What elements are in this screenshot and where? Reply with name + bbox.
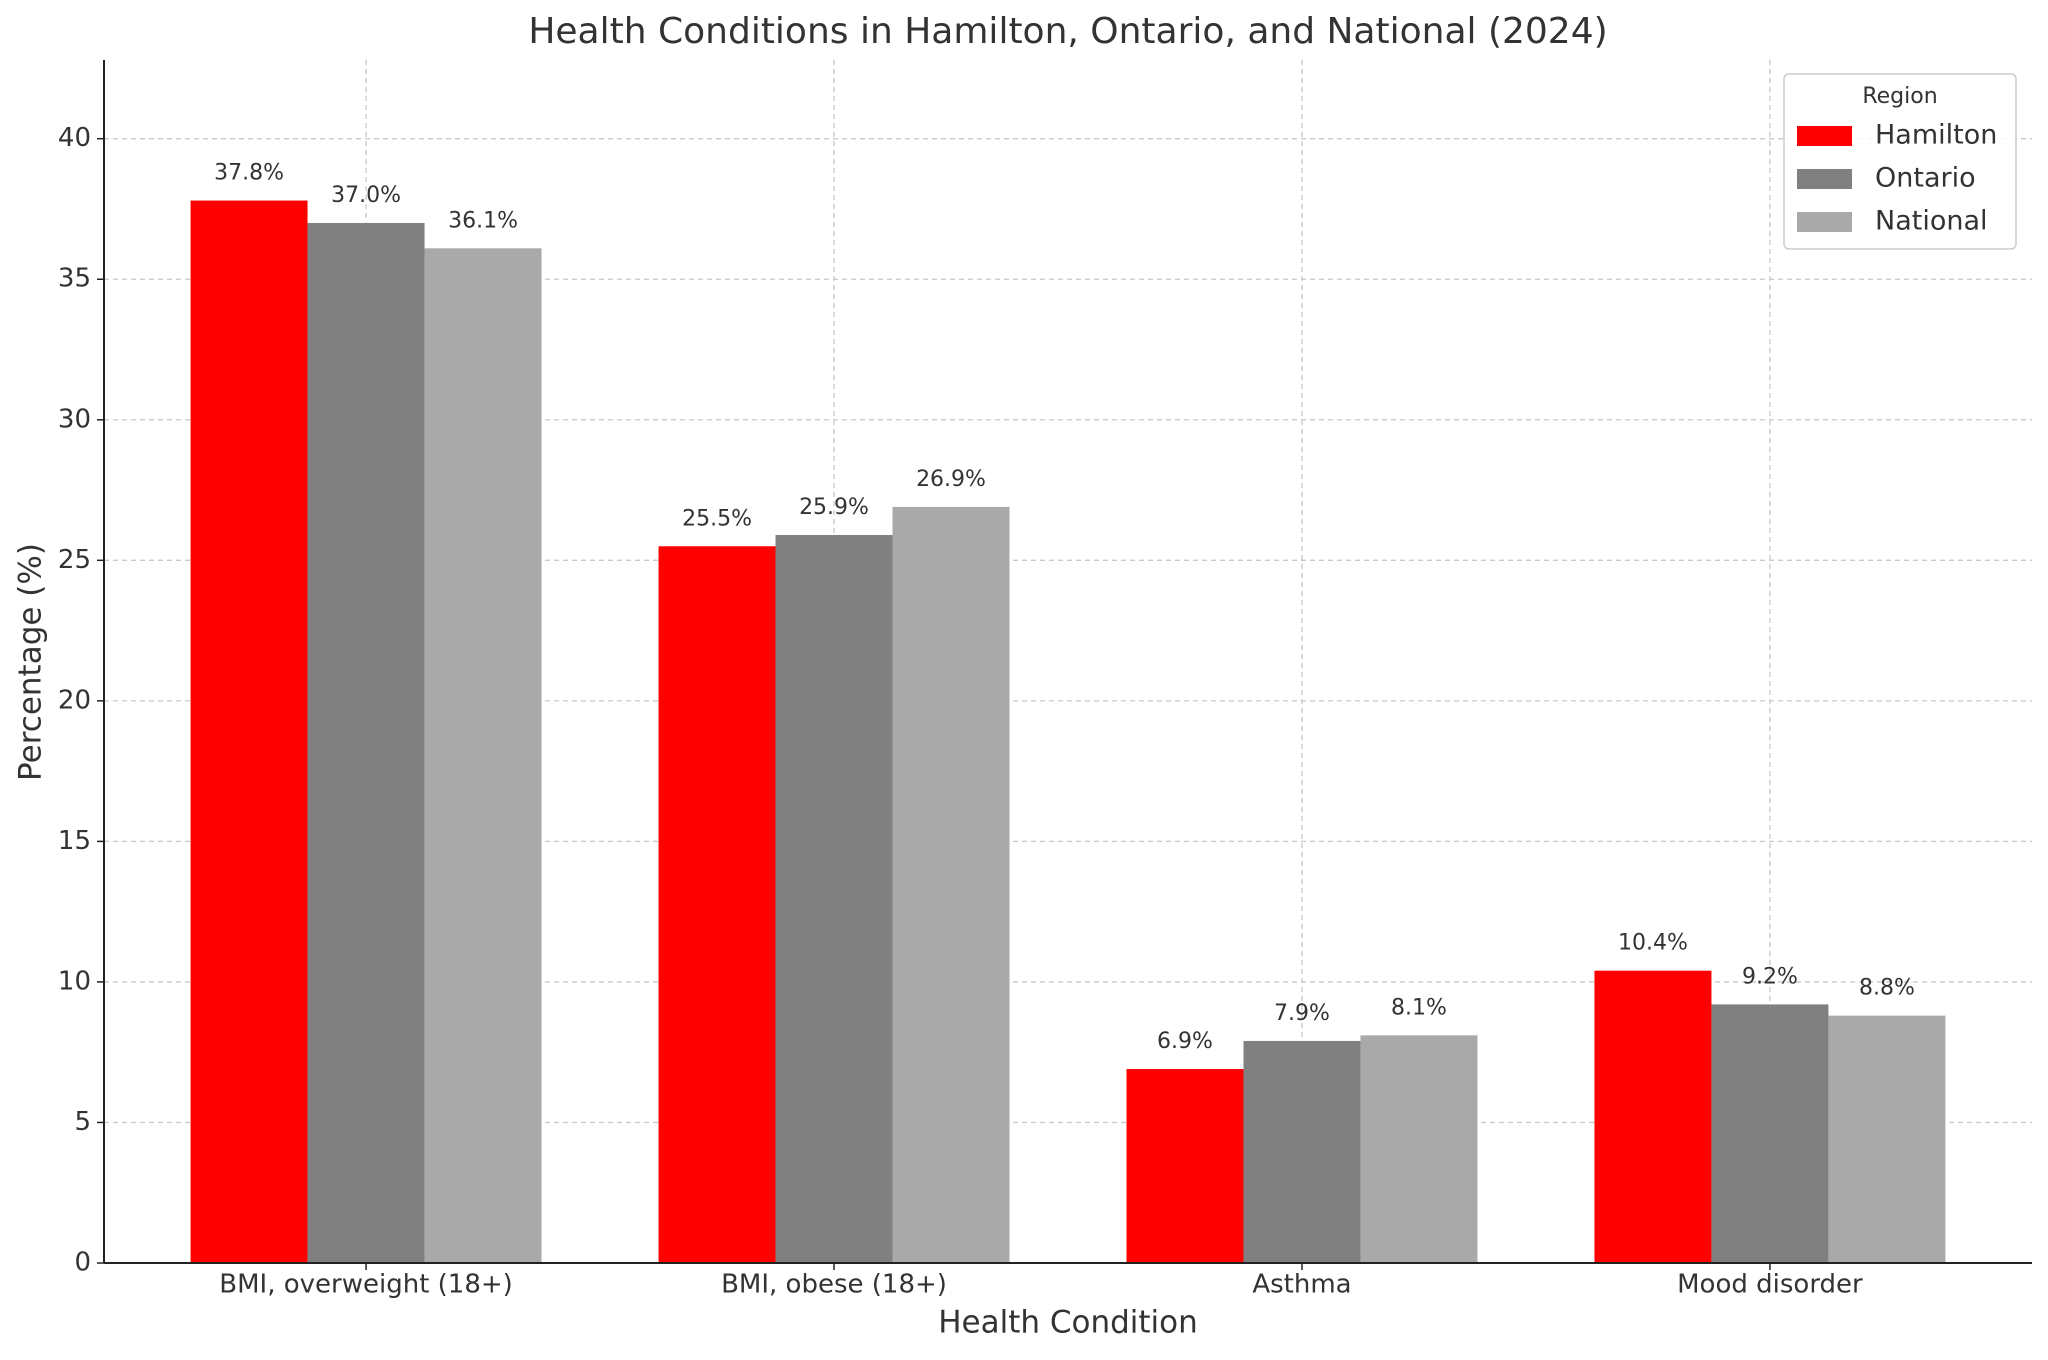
legend-label: National	[1875, 206, 1988, 237]
bar	[1828, 1015, 1946, 1263]
value-label: 9.2%	[1742, 964, 1798, 989]
x-tick-label: BMI, overweight (18+)	[219, 1270, 513, 1300]
value-label: 36.1%	[448, 208, 518, 233]
legend-label: Hamilton	[1875, 120, 1997, 151]
x-axis-label: Health Condition	[938, 1305, 1198, 1341]
y-tick-label: 15	[58, 826, 91, 856]
value-label: 37.8%	[214, 161, 284, 186]
bar	[775, 535, 893, 1263]
value-label: 7.9%	[1274, 1001, 1330, 1026]
x-tick-label: BMI, obese (18+)	[721, 1270, 947, 1300]
bar	[1243, 1040, 1361, 1263]
y-tick-label: 40	[58, 123, 91, 153]
value-label: 37.0%	[331, 183, 401, 208]
legend-swatch	[1797, 126, 1852, 146]
value-label: 6.9%	[1157, 1029, 1213, 1054]
value-label: 25.9%	[799, 495, 869, 520]
legend-swatch	[1797, 169, 1852, 189]
y-tick-label: 25	[58, 545, 91, 575]
y-tick-label: 30	[58, 404, 91, 434]
y-axis-label: Percentage (%)	[13, 543, 49, 781]
bar	[658, 546, 776, 1263]
y-tick-label: 20	[58, 685, 91, 715]
legend-box	[1783, 73, 2017, 250]
y-tick-label: 35	[58, 264, 91, 294]
x-tick-label: Mood disorder	[1677, 1270, 1863, 1300]
value-label: 26.9%	[916, 467, 986, 492]
legend-label: Ontario	[1875, 163, 1976, 194]
legend-swatch	[1797, 212, 1852, 232]
value-label: 8.8%	[1859, 976, 1915, 1001]
value-label: 10.4%	[1618, 931, 1688, 956]
bar	[892, 506, 1010, 1263]
legend-title: Region	[1862, 84, 1937, 109]
value-label: 8.1%	[1391, 995, 1447, 1020]
bar	[1711, 1004, 1829, 1263]
bar	[307, 223, 425, 1264]
bar	[190, 200, 308, 1264]
chart-title: Health Conditions in Hamilton, Ontario, …	[528, 11, 1607, 52]
legend: Region Hamilton Ontario National	[1783, 73, 2017, 250]
bar	[1360, 1035, 1478, 1263]
y-tick-label: 0	[74, 1248, 91, 1278]
bar	[1594, 970, 1712, 1263]
y-tick-label: 5	[74, 1107, 91, 1137]
bar	[424, 248, 542, 1264]
bar	[1126, 1069, 1244, 1263]
value-label: 25.5%	[682, 506, 752, 531]
y-tick-label: 10	[58, 966, 91, 996]
x-tick-label: Asthma	[1252, 1270, 1351, 1300]
